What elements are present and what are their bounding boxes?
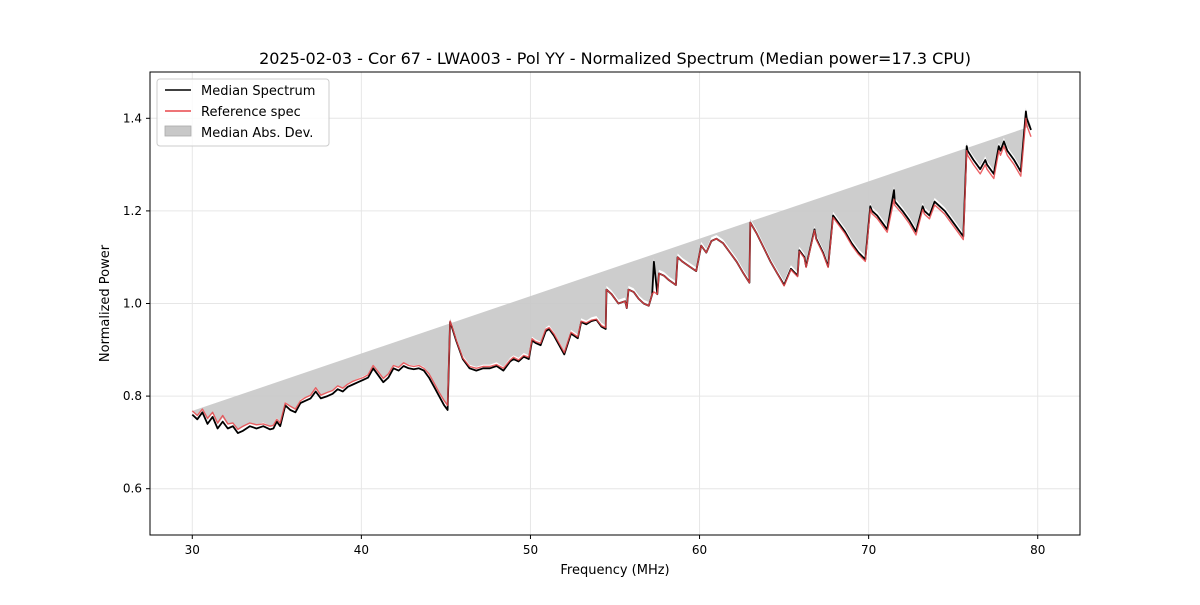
- x-tick-label: 80: [1030, 543, 1045, 557]
- y-tick-label: 0.8: [123, 389, 142, 403]
- x-tick-label: 50: [523, 543, 538, 557]
- x-tick-label: 60: [692, 543, 707, 557]
- x-tick-label: 30: [185, 543, 200, 557]
- median-abs-dev-band: [192, 107, 1032, 430]
- y-tick-label: 1.4: [123, 111, 142, 125]
- y-tick-label: 1.0: [123, 297, 142, 311]
- axis-ticks: 30 40 50 60 70 80 0.6 0.8 1.0 1.2 1.4: [123, 111, 1045, 557]
- y-tick-label: 1.2: [123, 204, 142, 218]
- legend-mad-swatch: [164, 125, 192, 137]
- reference-spec-line: [191, 117, 1032, 431]
- x-axis-label: Frequency (MHz): [560, 563, 669, 578]
- x-tick-label: 70: [861, 543, 876, 557]
- y-tick-label: 0.6: [123, 482, 142, 496]
- chart-title: 2025-02-03 - Cor 67 - LWA003 - Pol YY - …: [259, 49, 971, 68]
- legend-reference-label: Reference spec: [201, 105, 301, 120]
- x-tick-label: 40: [354, 543, 369, 557]
- series-layer: [191, 110, 1032, 434]
- legend-median-label: Median Spectrum: [201, 84, 315, 99]
- legend-mad-label: Median Abs. Dev.: [201, 126, 313, 141]
- y-axis-label: Normalized Power: [98, 244, 113, 362]
- legend: Median Spectrum Reference spec Median Ab…: [156, 78, 330, 147]
- mad-band-layer: [192, 107, 1032, 430]
- legend-box: [156, 78, 330, 147]
